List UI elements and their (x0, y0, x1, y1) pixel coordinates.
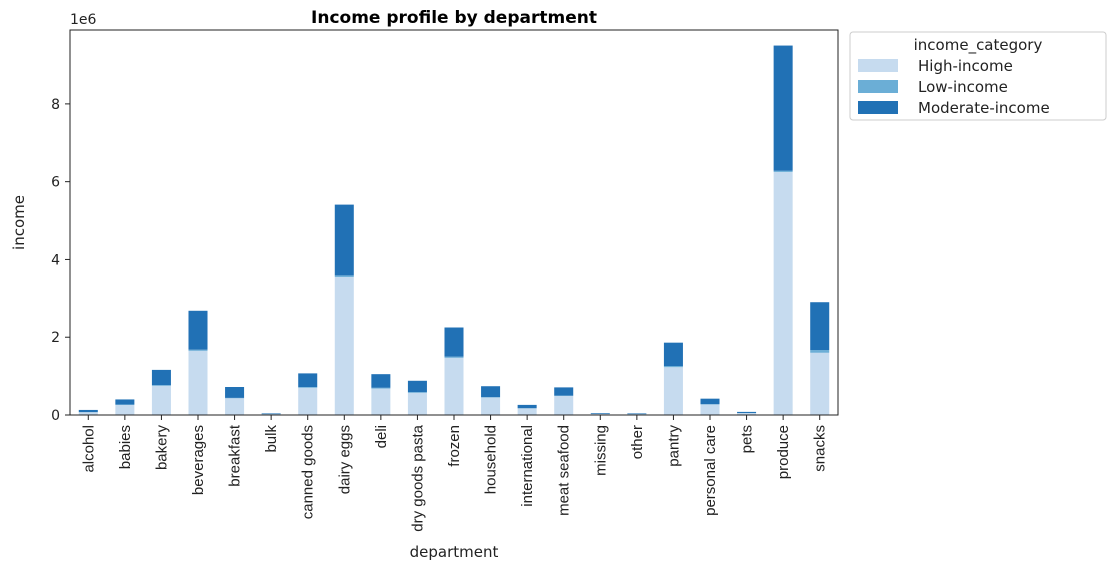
x-tick-label: snacks (812, 425, 829, 472)
legend-entry-label: High-income (918, 57, 1013, 75)
bar-moderate-income-dry-goods-pasta (407, 380, 427, 393)
bar-low-income-canned-goods (298, 387, 318, 388)
bar-high-income-dairy-eggs (334, 276, 354, 415)
bar-low-income-snacks (810, 350, 830, 353)
bar-moderate-income-international (517, 404, 537, 409)
y-tick-label: 8 (51, 97, 60, 113)
x-tick-label: meat seafood (556, 425, 573, 516)
x-tick-label: dry goods pasta (409, 424, 426, 531)
bar-high-income-pets (737, 413, 757, 415)
bar-low-income-dairy-eggs (334, 275, 354, 277)
x-tick-label: personal care (702, 425, 719, 516)
legend-frame (849, 31, 1107, 121)
bar-moderate-income-deli (371, 374, 391, 388)
bar-high-income-household (481, 397, 501, 415)
bar-low-income-bakery (151, 385, 171, 386)
bar-high-income-bakery (151, 385, 171, 415)
x-tick-label: international (519, 425, 536, 507)
bar-low-income-beverages (188, 349, 208, 351)
bar-moderate-income-household (481, 386, 501, 398)
bar-moderate-income-pantry (663, 342, 683, 366)
bar-moderate-income-bulk (261, 413, 281, 415)
bar-high-income-beverages (188, 350, 208, 415)
bar-moderate-income-snacks (810, 302, 830, 351)
bar-low-income-pantry (663, 366, 683, 368)
bar-moderate-income-alcohol (78, 409, 98, 413)
y-axis-label: income (10, 195, 28, 250)
bar-low-income-frozen (444, 356, 464, 358)
x-tick-label: beverages (190, 425, 207, 495)
bar-high-income-babies (115, 404, 135, 415)
bar-moderate-income-dairy-eggs (334, 204, 354, 276)
bar-high-income-dry-goods-pasta (407, 392, 427, 415)
bar-low-income-deli (371, 387, 391, 389)
x-tick-label: frozen (446, 425, 463, 467)
bar-high-income-snacks (810, 352, 830, 415)
legend-swatch (858, 59, 898, 72)
bar-moderate-income-bakery (151, 369, 171, 386)
x-tick-label: dairy eggs (336, 425, 353, 494)
x-tick-label: produce (775, 425, 792, 479)
x-tick-label: babies (117, 425, 134, 469)
x-tick-label: bulk (263, 425, 280, 453)
bar-low-income-dry-goods-pasta (407, 392, 427, 393)
legend-entry-label: Low-income (918, 78, 1008, 96)
bar-high-income-frozen (444, 357, 464, 415)
x-tick-label: deli (373, 425, 390, 448)
x-tick-label: bakery (153, 425, 170, 471)
axes: alcohol babies bakery beverages breakfast bul… (51, 29, 839, 532)
bar-high-income-meat-seafood (554, 395, 574, 415)
bar-moderate-income-canned-goods (298, 373, 318, 387)
bar-high-income-pantry (663, 367, 683, 415)
x-tick-label: alcohol (80, 425, 97, 473)
bar-high-income-canned-goods (298, 387, 318, 415)
bar-moderate-income-babies (115, 399, 135, 405)
bar-high-income-breakfast (225, 398, 245, 415)
bar-high-income-personal-care (700, 404, 720, 415)
axes-frame (69, 29, 839, 416)
legend-swatch (858, 80, 898, 93)
x-tick-label: breakfast (227, 424, 244, 487)
y-tick-label: 4 (51, 252, 60, 268)
x-tick-label: pantry (665, 425, 682, 467)
bar-high-income-international (517, 408, 537, 415)
y-offset-label: 1e6 (70, 12, 97, 28)
bar-moderate-income-personal-care (700, 398, 720, 405)
bar-high-income-alcohol (78, 412, 98, 415)
x-tick-label: missing (592, 425, 609, 476)
bar-moderate-income-breakfast (225, 387, 245, 398)
y-tick-label: 0 (51, 408, 60, 424)
bar-moderate-income-produce (773, 45, 793, 171)
bar-high-income-missing (590, 413, 610, 415)
bar-moderate-income-frozen (444, 327, 464, 357)
bar-moderate-income-missing (590, 413, 610, 414)
x-tick-label: pets (739, 425, 756, 453)
legend-entry-label: Moderate-income (918, 99, 1050, 117)
bar-moderate-income-beverages (188, 310, 208, 350)
chart-title: Income profile by department (311, 8, 597, 28)
plot-area (78, 45, 830, 415)
bar-high-income-deli (371, 388, 391, 415)
bar-high-income-produce (773, 171, 793, 415)
legend: income_category High-income Low-income Mod… (849, 31, 1107, 121)
legend-title: income_category (914, 36, 1043, 55)
bar-moderate-income-pets (737, 411, 757, 413)
y-tick-label: 2 (51, 330, 60, 346)
bar-moderate-income-other (627, 413, 647, 415)
bar-moderate-income-meat-seafood (554, 387, 574, 396)
bar-low-income-produce (773, 170, 793, 172)
legend-swatch (858, 101, 898, 114)
x-axis-label: department (410, 543, 499, 561)
y-tick-label: 6 (51, 175, 60, 191)
x-tick-label: other (629, 425, 646, 459)
x-tick-label: household (483, 425, 500, 494)
x-tick-label: canned goods (300, 425, 317, 519)
